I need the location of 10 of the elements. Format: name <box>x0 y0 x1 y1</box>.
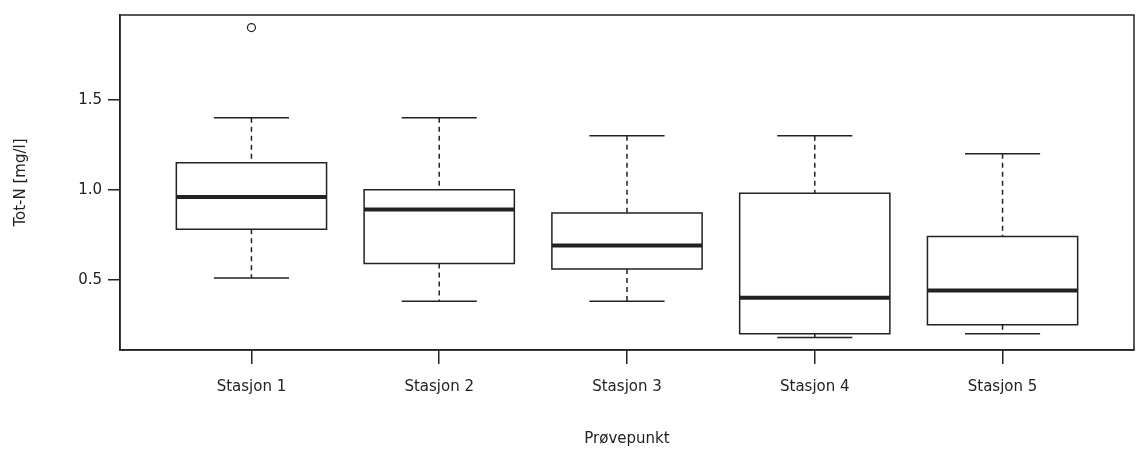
x-tick-label: Stasjon 3 <box>592 376 662 395</box>
y-axis-title: Tot-N [mg/l] <box>10 138 29 228</box>
y-tick-label: 0.5 <box>78 269 102 288</box>
x-tick-label: Stasjon 2 <box>404 376 475 395</box>
x-tick-label: Stasjon 5 <box>967 376 1038 395</box>
x-tick-label: Stasjon 1 <box>216 376 287 395</box>
x-axis-title: Prøvepunkt <box>584 428 670 447</box>
x-tick-label: Stasjon 4 <box>779 376 850 395</box>
y-tick-label: 1.5 <box>78 89 102 108</box>
y-tick-label: 1.0 <box>78 179 102 198</box>
